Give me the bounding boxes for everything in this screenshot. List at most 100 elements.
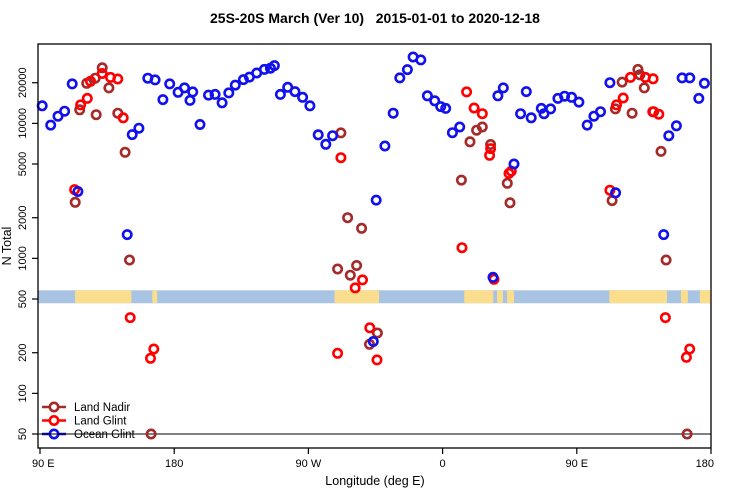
point-ocean-glint: [194, 119, 206, 131]
point-ocean-glint: [454, 121, 466, 133]
point-ocean-glint: [304, 100, 316, 112]
point-ocean-glint: [268, 60, 280, 72]
point-land-glint: [124, 312, 136, 324]
point-land-glint: [335, 152, 347, 164]
point-ocean-glint: [367, 335, 379, 347]
point-land-glint: [145, 352, 157, 364]
point-land-glint: [468, 102, 480, 114]
point-ocean-glint: [446, 127, 458, 139]
y-axis-label: N Total: [0, 226, 14, 266]
x-tick-label: 90 W: [296, 458, 322, 470]
point-ocean-glint: [429, 95, 441, 107]
point-land-nadir: [96, 62, 108, 74]
point-land-glint: [81, 92, 93, 104]
legend-label: Land Glint: [74, 416, 127, 428]
y-tick-label: 10000: [17, 108, 29, 139]
point-land-glint: [75, 99, 87, 111]
map-band-land-segment: [152, 290, 158, 304]
point-land-nadir: [485, 139, 497, 151]
point-land-glint: [148, 343, 160, 355]
x-tick-label: 90 E: [32, 458, 55, 470]
point-ocean-glint: [126, 129, 138, 141]
point-ocean-glint: [274, 88, 286, 100]
point-ocean-glint: [421, 90, 433, 102]
point-land-glint: [659, 312, 671, 324]
point-ocean-glint: [658, 229, 670, 241]
point-land-nadir: [90, 109, 102, 121]
point-land-glint: [96, 68, 108, 80]
point-ocean-glint: [187, 86, 199, 98]
point-land-nadir: [504, 197, 516, 209]
point-land-glint: [485, 143, 497, 155]
point-ocean-glint: [394, 72, 406, 84]
legend-marker-land-glint: [48, 414, 60, 426]
map-band-land-segment: [507, 290, 515, 304]
point-land-glint: [371, 354, 383, 366]
x-tick-label: 90 E: [565, 458, 588, 470]
point-ocean-glint: [289, 86, 301, 98]
x-tick-label: 180: [696, 458, 714, 470]
point-ocean-glint: [297, 91, 309, 103]
point-land-nadir: [634, 69, 646, 81]
point-land-glint: [604, 184, 616, 196]
point-ocean-glint: [149, 74, 161, 86]
point-ocean-glint: [121, 229, 133, 241]
legend-label: Land Nadir: [74, 402, 130, 414]
point-ocean-glint: [133, 122, 145, 134]
point-ocean-glint: [401, 64, 413, 76]
point-land-glint: [484, 149, 496, 161]
plot-box: [37, 43, 712, 449]
point-land-nadir: [119, 146, 131, 158]
point-land-nadir: [124, 254, 136, 266]
point-ocean-glint: [487, 271, 499, 283]
point-land-nadir: [638, 82, 650, 94]
point-ocean-glint: [520, 86, 532, 98]
legend-label: Ocean Glint: [74, 429, 136, 441]
y-tick-label: 5000: [17, 152, 29, 176]
point-ocean-glint: [525, 112, 537, 124]
point-land-nadir: [356, 222, 368, 234]
point-land-glint: [680, 351, 692, 363]
point-land-nadir: [681, 428, 693, 440]
point-land-glint: [617, 92, 629, 104]
point-land-nadir: [332, 263, 344, 275]
point-land-nadir: [145, 428, 157, 440]
point-land-glint: [356, 274, 368, 286]
point-ocean-glint: [327, 130, 339, 142]
point-land-glint: [85, 75, 97, 87]
point-land-nadir: [626, 107, 638, 119]
point-land-nadir: [455, 174, 467, 186]
point-ocean-glint: [435, 101, 447, 113]
point-land-glint: [117, 112, 129, 124]
point-ocean-glint: [184, 94, 196, 106]
map-band-land-segment: [680, 290, 688, 304]
x-axis-label: Longitude (deg E): [325, 474, 425, 488]
point-ocean-glint: [157, 94, 169, 106]
point-land-glint: [461, 86, 473, 98]
point-ocean-glint: [610, 187, 622, 199]
point-land-glint: [456, 242, 468, 254]
point-ocean-glint: [52, 110, 64, 122]
point-land-nadir: [371, 327, 383, 339]
point-ocean-glint: [229, 79, 241, 91]
point-ocean-glint: [670, 120, 682, 132]
point-land-nadir: [342, 212, 354, 224]
point-land-glint: [476, 108, 488, 120]
point-ocean-glint: [379, 140, 391, 152]
map-band-land-segment: [75, 290, 132, 304]
y-tick-label: 50: [17, 428, 29, 440]
point-ocean-glint: [604, 77, 616, 89]
point-ocean-glint: [693, 92, 705, 104]
point-ocean-glint: [223, 87, 235, 99]
point-ocean-glint: [663, 130, 675, 142]
point-ocean-glint: [515, 108, 527, 120]
point-ocean-glint: [387, 107, 399, 119]
point-ocean-glint: [216, 97, 228, 109]
point-land-glint: [364, 322, 376, 334]
point-land-nadir: [616, 76, 628, 88]
point-land-glint: [624, 71, 636, 83]
point-ocean-glint: [179, 82, 191, 94]
point-ocean-glint: [370, 194, 382, 206]
point-ocean-glint: [497, 82, 509, 94]
